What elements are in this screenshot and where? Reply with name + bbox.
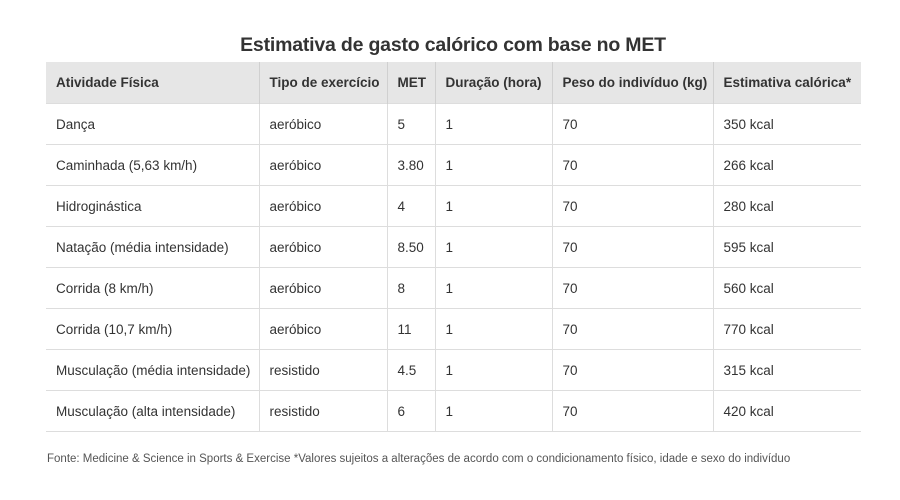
cell-peso: 70 xyxy=(551,267,713,309)
table-row: Musculação (alta intensidade) resistido … xyxy=(46,390,861,432)
header-peso: Peso do indivíduo (kg) xyxy=(551,62,713,104)
cell-atividade: Caminhada (5,63 km/h) xyxy=(46,144,259,186)
cell-estimativa: 266 kcal xyxy=(712,144,861,186)
table-row: Natação (média intensidade) aeróbico 8.5… xyxy=(46,226,861,268)
cell-peso: 70 xyxy=(551,226,713,268)
table-row: Corrida (8 km/h) aeróbico 8 1 70 560 kca… xyxy=(46,267,861,309)
cell-tipo: aeróbico xyxy=(258,103,387,145)
cell-met: 11 xyxy=(386,308,435,350)
table-row: Hidroginástica aeróbico 4 1 70 280 kcal xyxy=(46,185,861,227)
cell-estimativa: 315 kcal xyxy=(712,349,861,391)
cell-atividade: Hidroginástica xyxy=(46,185,259,227)
cell-duracao: 1 xyxy=(434,185,552,227)
cell-met: 8 xyxy=(386,267,435,309)
table-row: Corrida (10,7 km/h) aeróbico 11 1 70 770… xyxy=(46,308,861,350)
table-row: Dança aeróbico 5 1 70 350 kcal xyxy=(46,103,861,145)
cell-tipo: aeróbico xyxy=(258,144,387,186)
cell-duracao: 1 xyxy=(434,103,552,145)
cell-met: 8.50 xyxy=(386,226,435,268)
header-duracao: Duração (hora) xyxy=(434,62,552,104)
cell-duracao: 1 xyxy=(434,144,552,186)
cell-met: 4 xyxy=(386,185,435,227)
cell-atividade: Musculação (média intensidade) xyxy=(46,349,259,391)
cell-estimativa: 560 kcal xyxy=(712,267,861,309)
table-row: Musculação (média intensidade) resistido… xyxy=(46,349,861,391)
cell-met: 3.80 xyxy=(386,144,435,186)
cell-atividade: Musculação (alta intensidade) xyxy=(46,390,259,432)
cell-duracao: 1 xyxy=(434,349,552,391)
cell-tipo: aeróbico xyxy=(258,308,387,350)
cell-peso: 70 xyxy=(551,308,713,350)
cell-peso: 70 xyxy=(551,390,713,432)
source-footnote: Fonte: Medicine & Science in Sports & Ex… xyxy=(47,453,791,465)
cell-duracao: 1 xyxy=(434,267,552,309)
cell-tipo: resistido xyxy=(258,390,387,432)
met-table: Atividade Física Tipo de exercício MET D… xyxy=(46,62,861,432)
table-row: Caminhada (5,63 km/h) aeróbico 3.80 1 70… xyxy=(46,144,861,186)
cell-peso: 70 xyxy=(551,144,713,186)
cell-estimativa: 350 kcal xyxy=(712,103,861,145)
cell-duracao: 1 xyxy=(434,308,552,350)
cell-estimativa: 420 kcal xyxy=(712,390,861,432)
cell-atividade: Corrida (8 km/h) xyxy=(46,267,259,309)
cell-tipo: resistido xyxy=(258,349,387,391)
cell-peso: 70 xyxy=(551,103,713,145)
cell-atividade: Dança xyxy=(46,103,259,145)
cell-duracao: 1 xyxy=(434,390,552,432)
cell-met: 6 xyxy=(386,390,435,432)
cell-duracao: 1 xyxy=(434,226,552,268)
cell-atividade: Corrida (10,7 km/h) xyxy=(46,308,259,350)
header-atividade: Atividade Física xyxy=(46,62,259,104)
cell-peso: 70 xyxy=(551,185,713,227)
header-tipo: Tipo de exercício xyxy=(258,62,387,104)
cell-estimativa: 595 kcal xyxy=(712,226,861,268)
header-met: MET xyxy=(386,62,435,104)
page-title: Estimativa de gasto calórico com base no… xyxy=(240,34,666,56)
cell-peso: 70 xyxy=(551,349,713,391)
cell-met: 4.5 xyxy=(386,349,435,391)
cell-estimativa: 770 kcal xyxy=(712,308,861,350)
cell-tipo: aeróbico xyxy=(258,267,387,309)
cell-met: 5 xyxy=(386,103,435,145)
table-header-row: Atividade Física Tipo de exercício MET D… xyxy=(46,62,861,104)
cell-atividade: Natação (média intensidade) xyxy=(46,226,259,268)
cell-tipo: aeróbico xyxy=(258,185,387,227)
header-estimativa: Estimativa calórica* xyxy=(712,62,861,104)
cell-estimativa: 280 kcal xyxy=(712,185,861,227)
cell-tipo: aeróbico xyxy=(258,226,387,268)
